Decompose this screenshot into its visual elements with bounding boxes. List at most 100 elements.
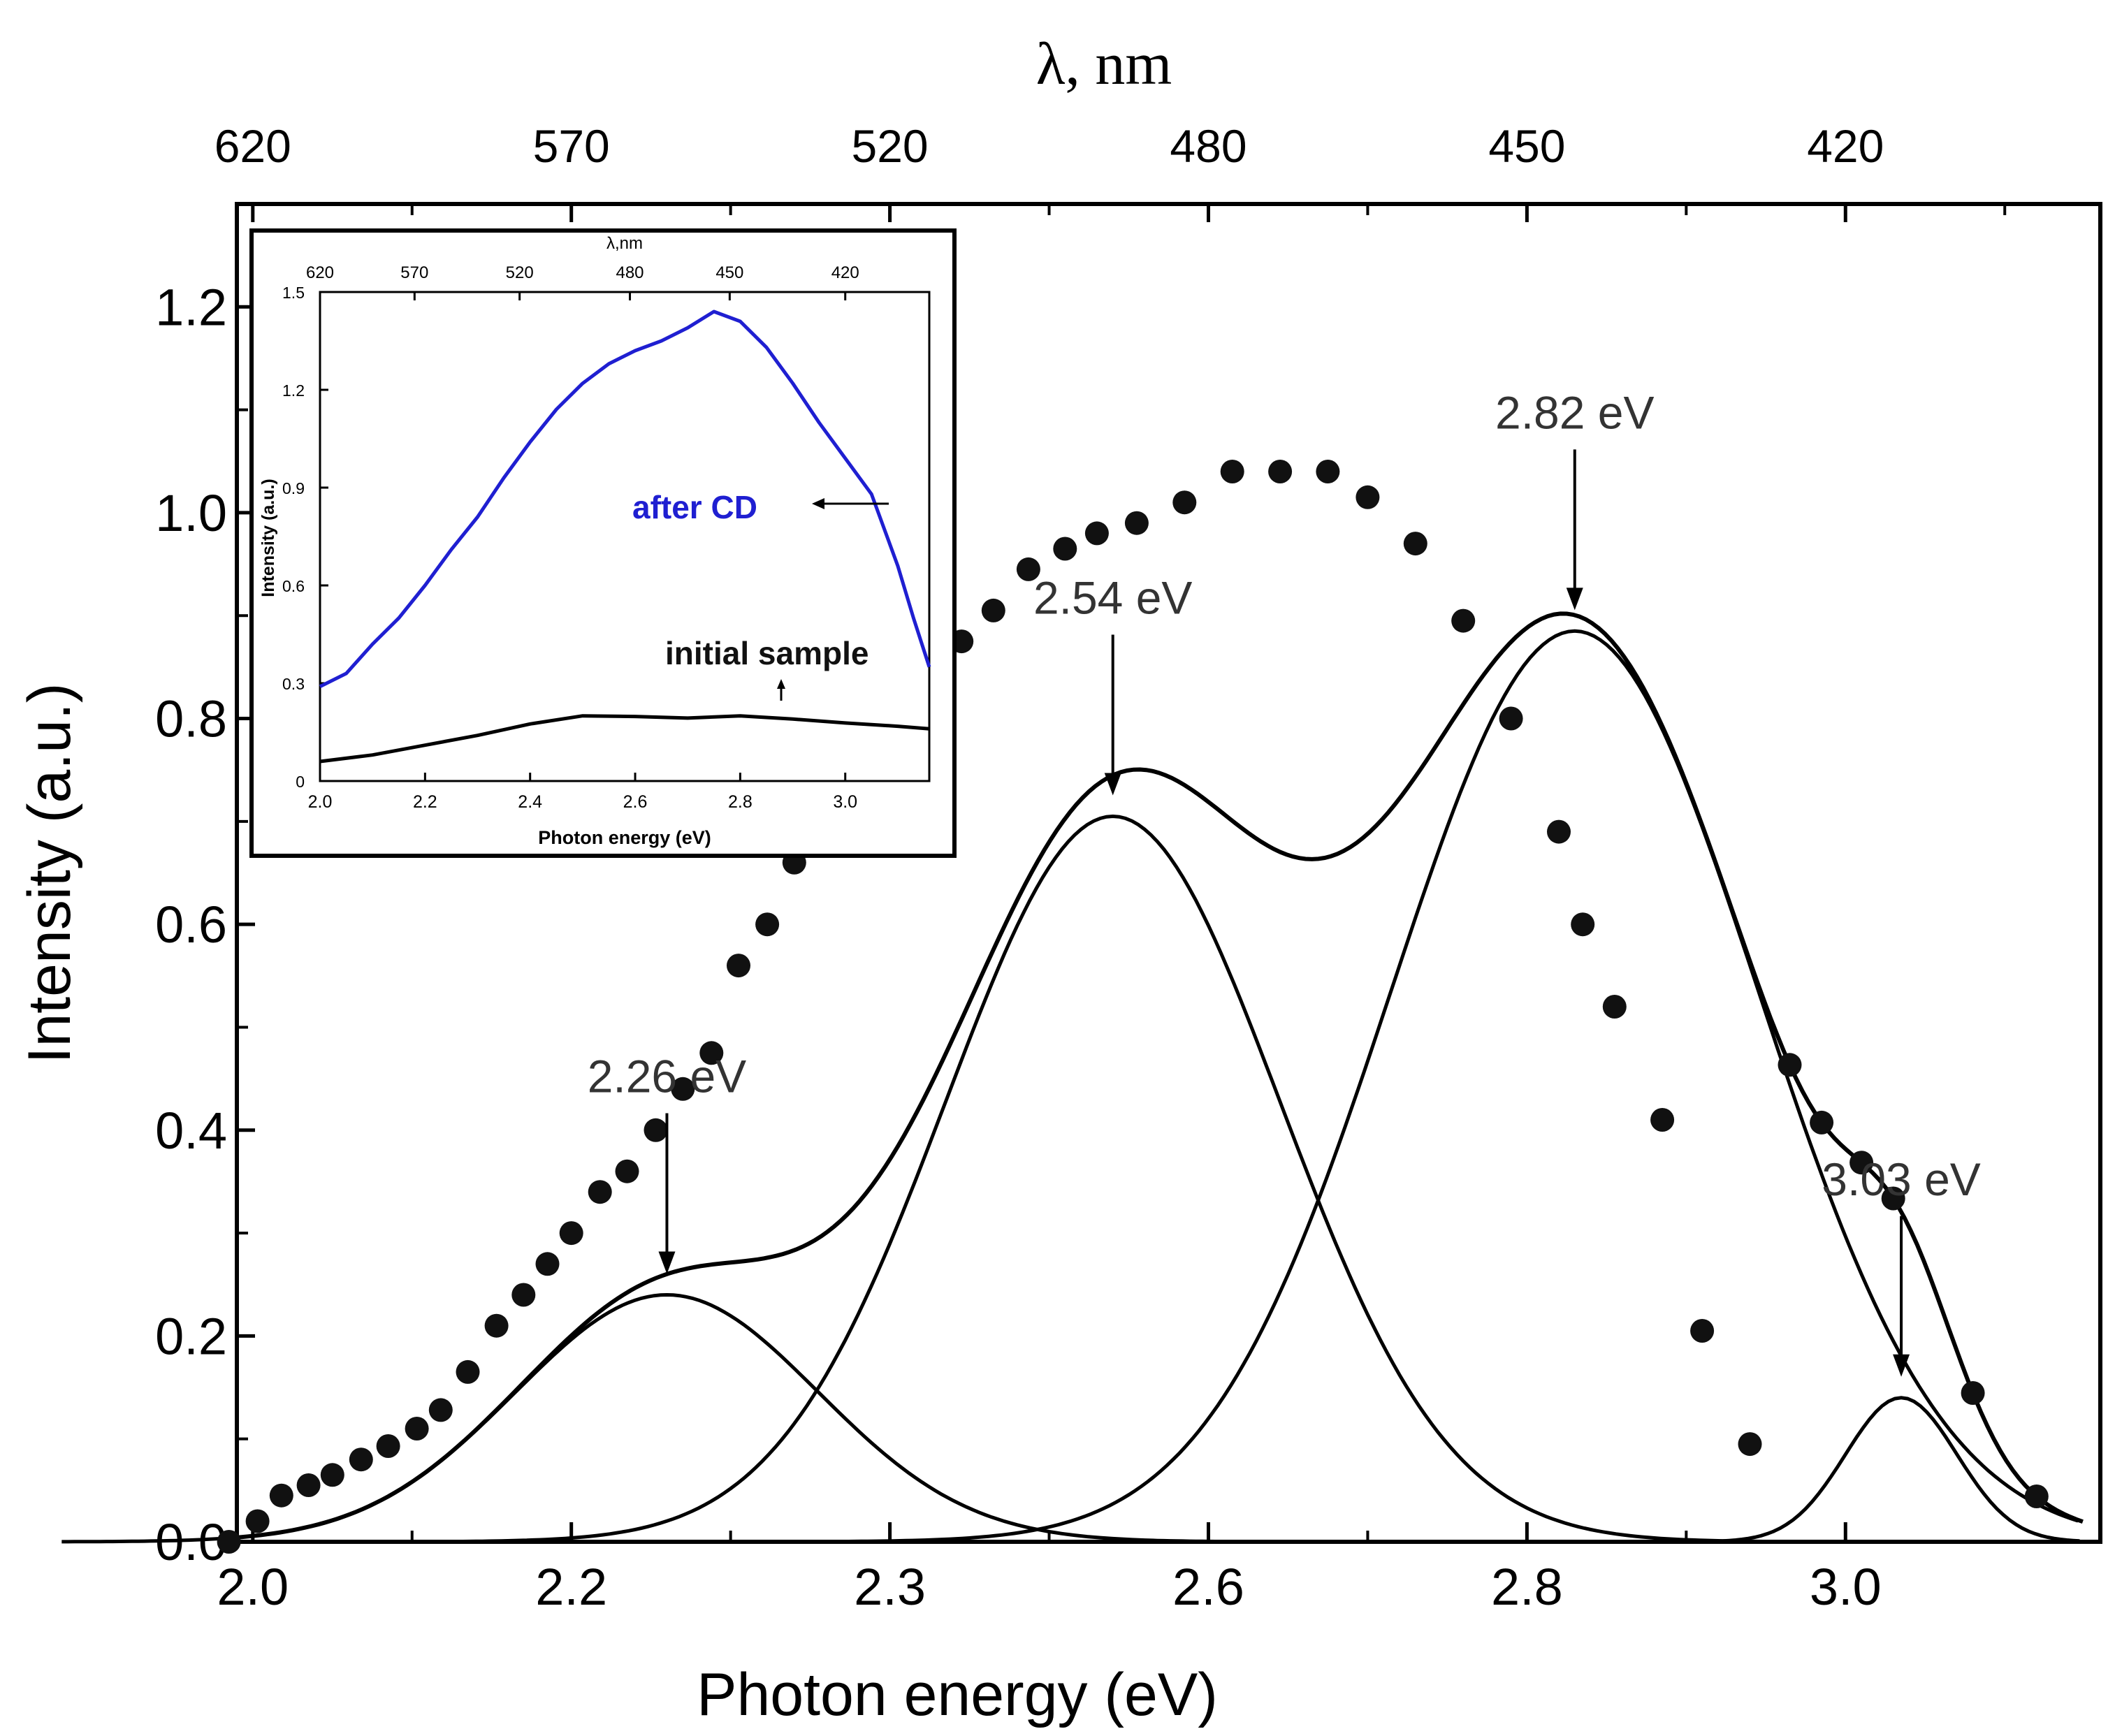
component-curve	[842, 629, 2079, 1544]
inset-top-axis-label: λ,nm	[606, 234, 643, 253]
data-point	[1547, 819, 1571, 844]
y-tick-label: 1.2	[155, 278, 227, 336]
data-point	[559, 1221, 583, 1246]
after-cd-label: after CD	[632, 489, 757, 525]
data-point	[615, 1159, 639, 1183]
data-point	[1403, 532, 1427, 556]
inset-top-tick-label: 420	[831, 263, 859, 282]
data-point	[1571, 912, 1595, 937]
inset-x-tick-label: 3.0	[833, 792, 857, 812]
data-point	[296, 1473, 321, 1497]
y-axis-label: Intensity (a.u.)	[16, 683, 83, 1064]
data-point	[320, 1463, 344, 1487]
inset-y-tick-label: 1.5	[282, 284, 305, 302]
data-point	[1881, 1186, 1905, 1211]
x-tick-label: 2.3	[854, 1558, 926, 1616]
y-tick-label: 0.4	[155, 1102, 227, 1160]
data-point	[1690, 1319, 1715, 1343]
x-axis-label: Photon energy (eV)	[697, 1661, 1218, 1728]
x-tick-label: 2.8	[1491, 1558, 1563, 1616]
y-tick-label: 1.0	[155, 484, 227, 542]
x-tick-label: 3.0	[1810, 1558, 1882, 1616]
top-tick-label: 620	[215, 120, 291, 172]
inset-curves	[319, 309, 931, 764]
data-point	[1356, 485, 1380, 509]
inset-y-tick-label: 0	[296, 773, 305, 791]
data-point	[1268, 460, 1293, 483]
main-curves	[61, 611, 2084, 1544]
top-axis-label: λ, nm	[1036, 30, 1172, 97]
initial-sample-curve	[319, 714, 930, 764]
initial-sample-arrowhead	[777, 679, 785, 689]
inset-y-tick-label: 0.3	[282, 675, 305, 693]
data-point	[405, 1417, 429, 1440]
inset-top-tick-label: 570	[400, 263, 428, 282]
component-curve	[1678, 1396, 2080, 1544]
inset-x-tick-label: 2.8	[728, 792, 753, 812]
top-tick-label: 450	[1488, 120, 1565, 172]
top-tick-label: 420	[1807, 120, 1884, 172]
inset-x-tick-label: 2.6	[623, 792, 648, 812]
main-axis-ticks: 2.0 2.2 2.3 2.6 2.8 3.00.00.20.40.60.81.01.26…	[155, 120, 2007, 1616]
data-point	[1172, 490, 1197, 515]
data-point	[588, 1180, 612, 1204]
data-point	[2024, 1485, 2049, 1508]
data-point	[1053, 537, 1077, 561]
data-point	[428, 1398, 453, 1422]
data-point	[1451, 608, 1476, 633]
data-point	[981, 598, 1005, 622]
inset-x-tick-label: 2.2	[413, 792, 437, 812]
x-tick-label: 2.0	[217, 1558, 289, 1616]
top-tick-label: 520	[852, 120, 929, 172]
peak-annotations: 2.26 eV 2.54 eV 2.82 eV 3.03 eV	[588, 386, 1981, 1377]
data-point	[376, 1434, 400, 1458]
inset-top-tick-label: 450	[715, 263, 743, 282]
x-tick-label: 2.2	[535, 1558, 607, 1616]
inset-top-tick-label: 480	[616, 263, 644, 282]
data-point	[269, 1483, 293, 1508]
after-cd-arrowhead	[812, 498, 824, 509]
annotation-label: 2.26 eV	[588, 1050, 747, 1102]
inset-y-tick-label: 0.6	[282, 577, 305, 595]
data-point	[1849, 1151, 1874, 1175]
inset-y-axis-label: Intensity (a.u.)	[259, 479, 278, 597]
data-point	[484, 1313, 509, 1338]
y-tick-label: 0.2	[155, 1307, 227, 1365]
fit-envelope-curve	[228, 611, 2084, 1540]
data-point	[1650, 1108, 1675, 1132]
inset-chart: λ,nm Photon energy (eV) Intensity (a.u.)…	[249, 228, 957, 858]
inset-frame	[249, 228, 957, 858]
after-cd-curve	[319, 309, 931, 688]
data-point	[1961, 1381, 1985, 1405]
y-tick-label: 0.8	[155, 690, 227, 748]
inset-y-tick-label: 1.2	[282, 381, 305, 400]
data-point	[1220, 460, 1244, 483]
data-point	[456, 1359, 480, 1384]
data-point	[1738, 1432, 1762, 1457]
data-point	[755, 912, 780, 937]
annotation-arrowhead	[1104, 773, 1121, 796]
data-point	[671, 1077, 695, 1101]
data-point	[1499, 706, 1523, 731]
data-point	[644, 1118, 668, 1142]
y-tick-label: 0.6	[155, 896, 227, 954]
initial-sample-label: initial sample	[665, 635, 868, 671]
inset-x-tick-label: 2.0	[308, 792, 333, 812]
data-point	[1602, 995, 1627, 1019]
data-point	[1016, 557, 1040, 581]
data-point	[1810, 1110, 1834, 1135]
component-curve	[444, 814, 1776, 1544]
top-tick-label: 570	[533, 120, 610, 172]
data-point	[727, 954, 750, 978]
annotation-arrowhead	[1893, 1354, 1910, 1377]
data-point	[511, 1283, 536, 1307]
data-point	[1124, 511, 1149, 535]
inset-y-tick-label: 0.9	[282, 479, 305, 497]
inset-top-tick-label: 520	[506, 263, 534, 282]
annotation-arrowhead	[1566, 588, 1583, 611]
annotation-label: 2.54 eV	[1033, 571, 1193, 623]
annotation-label: 3.03 eV	[1822, 1153, 1981, 1205]
data-point	[1084, 521, 1109, 546]
